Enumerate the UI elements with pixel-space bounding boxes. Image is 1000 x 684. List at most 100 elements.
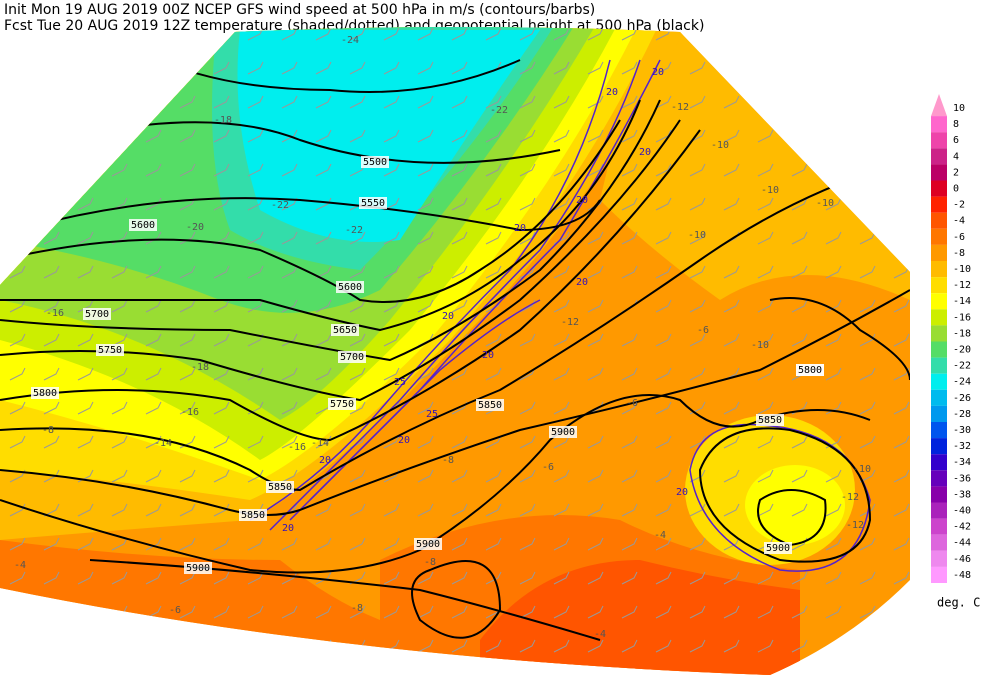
- wind-barb: [213, 469, 230, 483]
- wind-barb: [723, 197, 740, 211]
- wind-barb: [519, 129, 536, 143]
- wind-barb: [825, 571, 842, 585]
- wind-barb: [179, 163, 196, 177]
- wind-barb: [587, 537, 604, 551]
- wind-barb: [859, 639, 876, 653]
- wind-barb: [111, 571, 128, 585]
- wind-barb: [315, 197, 332, 211]
- wind-barb: [247, 197, 264, 211]
- wind-barb: [383, 605, 400, 619]
- wind-barb: [213, 571, 230, 585]
- legend-swatch: [931, 486, 947, 503]
- wind-barb: [519, 537, 536, 551]
- legend-swatch: [931, 470, 947, 487]
- legend-label: -20: [953, 345, 971, 356]
- wind-barb: [757, 333, 774, 347]
- wind-barb: [77, 503, 94, 517]
- wind-barb: [893, 197, 910, 211]
- wind-barb: [825, 333, 842, 347]
- wind-barb: [43, 537, 60, 551]
- wind-barb: [281, 95, 298, 109]
- wind-barb: [213, 265, 230, 279]
- wind-barb: [145, 435, 162, 449]
- label-box: [239, 509, 267, 521]
- temperature-label: -6: [697, 325, 709, 336]
- wind-label: 20: [652, 67, 664, 78]
- wind-barb: [587, 639, 604, 653]
- temperature-label: -20: [186, 222, 204, 233]
- wind-barb: [179, 299, 196, 313]
- wind-barb: [791, 469, 808, 483]
- wind-barb: [315, 639, 332, 653]
- wind-barb: [757, 367, 774, 381]
- wind-barb: [111, 503, 128, 517]
- legend-label: -24: [953, 377, 971, 388]
- wind-barb: [519, 231, 536, 245]
- wind-barb: [519, 605, 536, 619]
- wind-barb: [315, 503, 332, 517]
- wind-barb: [247, 163, 264, 177]
- wind-barb: [383, 571, 400, 585]
- wind-barb: [315, 265, 332, 279]
- wind-barb: [213, 333, 230, 347]
- wind-barb: [451, 265, 468, 279]
- wind-barb: [723, 401, 740, 415]
- wind-barb: [77, 435, 94, 449]
- temperature-label: -24: [341, 35, 359, 46]
- wind-barb: [519, 61, 536, 75]
- wind-barb: [723, 605, 740, 619]
- wind-barb: [43, 61, 60, 75]
- legend-label: 10: [953, 103, 965, 114]
- wind-barb: [893, 605, 910, 619]
- temperature-label: -10: [751, 340, 769, 351]
- wind-barb: [859, 537, 876, 551]
- wind-barb: [757, 469, 774, 483]
- wind-barb: [77, 333, 94, 347]
- label-box: [764, 542, 792, 554]
- wind-barb: [757, 639, 774, 653]
- wind-barb: [757, 27, 774, 41]
- wind-barb: [145, 61, 162, 75]
- wind-barb: [43, 197, 60, 211]
- wind-barb: [145, 265, 162, 279]
- wind-barb: [9, 129, 26, 143]
- wind-barb: [825, 605, 842, 619]
- legend-label: -6: [953, 232, 965, 243]
- wind-barb: [655, 197, 672, 211]
- wind-barb: [111, 61, 128, 75]
- wind-barb: [349, 95, 366, 109]
- wind-barb: [859, 95, 876, 109]
- wind-barb: [791, 95, 808, 109]
- label-box: [796, 364, 824, 376]
- temperature-label: -10: [853, 464, 871, 475]
- wind-barb: [757, 265, 774, 279]
- wind-barb: [77, 537, 94, 551]
- wind-barb: [179, 333, 196, 347]
- wind-barb: [519, 435, 536, 449]
- wind-barb: [757, 605, 774, 619]
- legend-label: -8: [953, 248, 965, 259]
- height-label: 5700: [340, 352, 364, 363]
- wind-barb: [519, 299, 536, 313]
- legend-label: -12: [953, 280, 971, 291]
- wind-barb: [621, 61, 638, 75]
- wind-barb: [43, 333, 60, 347]
- legend-unit: deg. C: [937, 596, 980, 610]
- wind-barb: [315, 27, 332, 41]
- wind-barb: [145, 367, 162, 381]
- wind-barb: [485, 639, 502, 653]
- wind-barb: [825, 401, 842, 415]
- wind-barb: [689, 503, 706, 517]
- wind-barb: [77, 197, 94, 211]
- wind-barb: [519, 333, 536, 347]
- wind-label: 20: [676, 487, 688, 498]
- wind-barb: [451, 639, 468, 653]
- wind-barb: [213, 163, 230, 177]
- wind-barb: [689, 605, 706, 619]
- wind-barb: [417, 231, 434, 245]
- height-label: 5900: [551, 427, 575, 438]
- wind-barb: [417, 639, 434, 653]
- wind-barb: [825, 537, 842, 551]
- wind-barb: [315, 435, 332, 449]
- wind-barb: [621, 95, 638, 109]
